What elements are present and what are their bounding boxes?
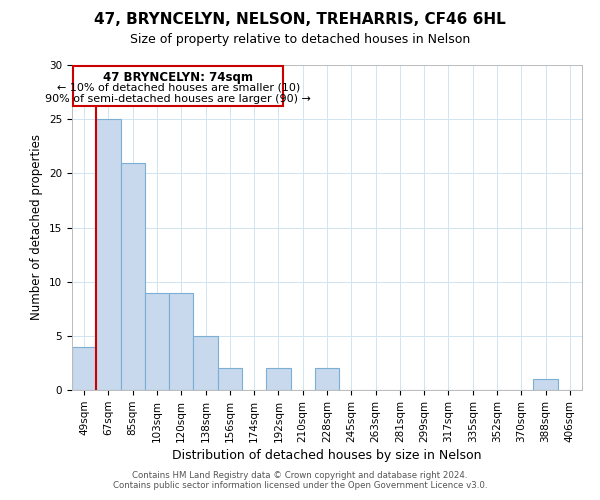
Y-axis label: Number of detached properties: Number of detached properties xyxy=(31,134,43,320)
Bar xyxy=(533,379,558,390)
Bar xyxy=(169,292,193,390)
Text: 47, BRYNCELYN, NELSON, TREHARRIS, CF46 6HL: 47, BRYNCELYN, NELSON, TREHARRIS, CF46 6… xyxy=(94,12,506,28)
Bar xyxy=(96,119,121,390)
Bar xyxy=(266,368,290,390)
Bar xyxy=(193,336,218,390)
Bar xyxy=(121,162,145,390)
Text: ← 10% of detached houses are smaller (10): ← 10% of detached houses are smaller (10… xyxy=(57,83,300,93)
Bar xyxy=(145,292,169,390)
Bar xyxy=(315,368,339,390)
Text: Contains HM Land Registry data © Crown copyright and database right 2024.
Contai: Contains HM Land Registry data © Crown c… xyxy=(113,470,487,490)
Bar xyxy=(73,66,283,106)
Text: 47 BRYNCELYN: 74sqm: 47 BRYNCELYN: 74sqm xyxy=(103,72,253,85)
Bar xyxy=(72,346,96,390)
Text: 90% of semi-detached houses are larger (90) →: 90% of semi-detached houses are larger (… xyxy=(46,94,311,104)
X-axis label: Distribution of detached houses by size in Nelson: Distribution of detached houses by size … xyxy=(172,449,482,462)
Text: Size of property relative to detached houses in Nelson: Size of property relative to detached ho… xyxy=(130,32,470,46)
Bar xyxy=(218,368,242,390)
